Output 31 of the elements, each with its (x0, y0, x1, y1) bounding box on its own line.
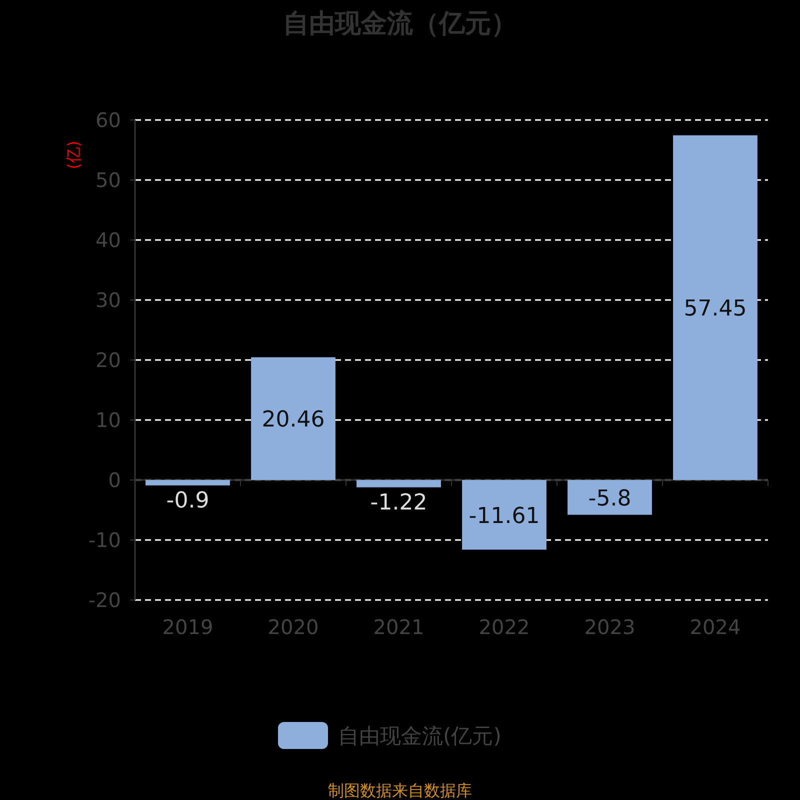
data-label: -5.8 (588, 486, 632, 512)
y-tick-label: 50 (96, 168, 121, 192)
data-label: 57.45 (684, 296, 747, 322)
data-label: 20.46 (262, 408, 325, 433)
y-tick-label: 60 (96, 108, 121, 132)
legend: 自由现金流(亿元) (278, 722, 502, 749)
x-tick-label: 2024 (690, 615, 741, 639)
legend-label: 自由现金流(亿元) (338, 724, 502, 748)
data-label: -0.9 (166, 488, 210, 514)
y-tick-label: 30 (96, 288, 121, 312)
data-label: -11.61 (468, 504, 540, 529)
y-tick-label: 40 (96, 228, 121, 252)
x-tick-label: 2020 (268, 615, 319, 639)
y-axis-title: (亿) (64, 140, 83, 170)
bar (146, 480, 230, 486)
x-tick-label: 2022 (478, 615, 530, 639)
y-tick-label: 20 (96, 348, 121, 372)
x-tick-label: 2023 (584, 615, 636, 639)
bar (356, 480, 441, 488)
y-tick-label: 0 (108, 468, 121, 492)
bar (251, 357, 336, 480)
x-tick-label: 2019 (162, 615, 214, 639)
y-tick-label: -10 (88, 528, 121, 552)
x-tick-label: 2021 (373, 615, 424, 639)
text: 制图数据来自数据库 (328, 781, 472, 800)
bar (462, 480, 546, 550)
y-tick-label: 10 (96, 408, 121, 432)
bar (568, 480, 652, 515)
data-label: -1.22 (370, 490, 428, 516)
y-tick-label: -20 (88, 588, 121, 612)
bar (673, 135, 758, 480)
